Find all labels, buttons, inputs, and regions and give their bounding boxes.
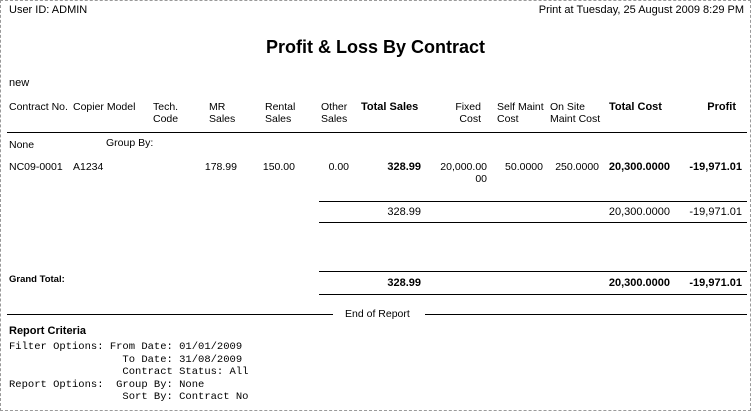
group-by-label: Group By:: [106, 137, 154, 149]
col-mr-sales: MR Sales: [209, 101, 236, 125]
col-total-cost: Total Cost: [609, 101, 662, 113]
report-title: Profit & Loss By Contract: [265, 37, 486, 57]
end-rule-right: [425, 314, 747, 315]
grand-total-rule-top: [319, 271, 747, 272]
col-rental-sales: Rental Sales: [265, 101, 296, 125]
end-rule-left: [7, 314, 333, 315]
grand-total-profit: -19,971.01: [689, 277, 742, 289]
cell-profit: -19,971.01: [689, 161, 742, 173]
criteria-line: Filter Options: From Date: 01/01/2009: [9, 341, 243, 353]
print-timestamp: Print at Tuesday, 25 August 2009 8:29 PM: [538, 4, 744, 16]
grand-total-cost: 20,300.0000: [608, 277, 670, 289]
criteria-list: Filter Options: From Date: 01/01/2009 To…: [9, 341, 248, 404]
col-fixed-cost: Fixed Cost: [455, 101, 481, 125]
header-divider: [7, 132, 747, 133]
cell-total-sales: 328.99: [387, 161, 421, 173]
grand-total-label: Grand Total:: [9, 274, 65, 285]
col-tech-code: Tech. Code: [153, 101, 179, 125]
subtotal-total-sales: 328.99: [387, 206, 421, 218]
criteria-line: To Date: 31/08/2009: [9, 353, 243, 366]
criteria-line: Report Options: Group By: None: [9, 378, 205, 391]
cell-contract-no: NC09-0001: [9, 161, 63, 173]
criteria-line: Contract Status: All: [9, 366, 249, 378]
subtotal-rule-top: [319, 201, 747, 202]
report-subtitle: new: [9, 77, 30, 89]
subtotal-rule-bottom: [319, 222, 747, 223]
subtotal-profit: -19,971.01: [689, 206, 742, 218]
col-self-maint-cost: Self Maint Cost: [497, 101, 544, 125]
criteria-heading: Report Criteria: [9, 325, 87, 337]
criteria-line: Sort By: Contract No: [9, 391, 249, 403]
cell-other-sales: 0.00: [328, 161, 349, 173]
grand-total-rule-bottom: [319, 294, 747, 295]
col-contract-no: Contract No.: [9, 101, 68, 113]
col-copier-model: Copier Model: [73, 101, 136, 113]
subtotal-total-cost: 20,300.0000: [608, 206, 670, 218]
group-name: None: [9, 139, 35, 151]
cell-on-site-maint-cost: 250.0000: [555, 161, 599, 173]
col-profit: Profit: [707, 101, 736, 113]
end-of-report: End of Report: [345, 308, 410, 320]
col-on-site-maint-cost: On Site Maint Cost: [550, 101, 601, 125]
cell-copier-model: A1234: [73, 161, 104, 173]
col-other-sales: Other Sales: [321, 101, 348, 125]
cell-self-maint-cost: 50.0000: [505, 161, 543, 173]
col-total-sales: Total Sales: [361, 101, 419, 113]
user-id: User ID: ADMIN: [9, 4, 88, 16]
cell-rental-sales: 150.00: [262, 161, 295, 173]
cell-mr-sales: 178.99: [204, 161, 237, 173]
grand-total-sales: 328.99: [387, 277, 421, 289]
cell-total-cost: 20,300.0000: [608, 161, 670, 173]
cell-fixed-cost: 20,000.0000: [440, 161, 487, 185]
